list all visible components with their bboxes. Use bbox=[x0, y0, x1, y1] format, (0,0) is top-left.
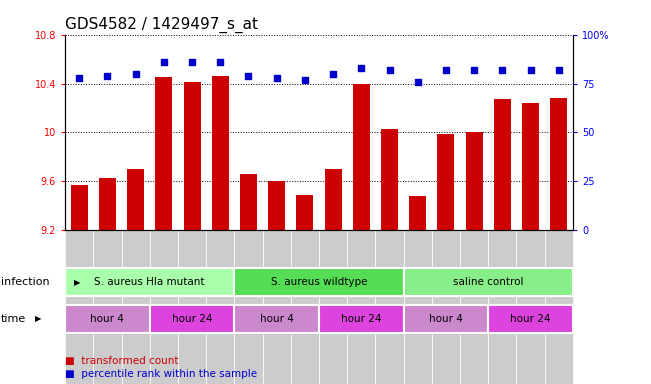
Bar bbox=[376, 230, 404, 384]
Text: hour 4: hour 4 bbox=[260, 314, 294, 324]
Point bbox=[384, 67, 395, 73]
Bar bbox=[376, 230, 404, 384]
Bar bbox=[465, 132, 482, 230]
Text: hour 4: hour 4 bbox=[429, 314, 463, 324]
Point bbox=[497, 67, 508, 73]
Point bbox=[299, 76, 310, 83]
Bar bbox=[460, 230, 488, 384]
Bar bbox=[65, 305, 150, 333]
Bar bbox=[404, 230, 432, 384]
Bar bbox=[262, 230, 291, 384]
Bar bbox=[437, 134, 454, 230]
Point bbox=[187, 59, 197, 65]
Bar bbox=[150, 230, 178, 384]
Bar bbox=[93, 230, 122, 384]
Text: hour 4: hour 4 bbox=[90, 314, 124, 324]
Bar bbox=[494, 99, 511, 230]
Text: hour 24: hour 24 bbox=[510, 314, 551, 324]
Bar bbox=[184, 82, 201, 230]
Bar bbox=[488, 230, 516, 384]
Bar bbox=[234, 305, 319, 333]
Bar bbox=[319, 230, 347, 384]
Bar bbox=[127, 169, 144, 230]
Bar bbox=[268, 182, 285, 230]
Bar bbox=[150, 230, 178, 384]
Point bbox=[356, 65, 367, 71]
Text: S. aureus Hla mutant: S. aureus Hla mutant bbox=[94, 277, 205, 287]
Bar bbox=[404, 230, 432, 384]
Point bbox=[243, 73, 254, 79]
Bar bbox=[122, 230, 150, 384]
Bar bbox=[240, 174, 257, 230]
Bar bbox=[291, 230, 319, 384]
Text: ▶: ▶ bbox=[74, 278, 81, 287]
Bar bbox=[93, 230, 122, 384]
Bar bbox=[178, 230, 206, 384]
Bar bbox=[353, 84, 370, 230]
Bar bbox=[65, 268, 234, 296]
Text: ▶: ▶ bbox=[35, 314, 42, 323]
Text: time: time bbox=[1, 314, 26, 324]
Bar bbox=[71, 185, 88, 230]
Bar bbox=[381, 129, 398, 230]
Text: hour 24: hour 24 bbox=[172, 314, 212, 324]
Bar bbox=[206, 230, 234, 384]
Point bbox=[469, 67, 479, 73]
Bar bbox=[319, 230, 347, 384]
Point bbox=[553, 67, 564, 73]
Bar bbox=[409, 196, 426, 230]
Bar bbox=[65, 230, 93, 384]
Bar bbox=[516, 230, 545, 384]
Text: S. aureus wildtype: S. aureus wildtype bbox=[271, 277, 367, 287]
Bar bbox=[150, 305, 234, 333]
Bar bbox=[325, 169, 342, 230]
Bar bbox=[99, 178, 116, 230]
Bar bbox=[432, 230, 460, 384]
Text: saline control: saline control bbox=[453, 277, 523, 287]
Bar bbox=[522, 103, 539, 230]
Text: infection: infection bbox=[1, 277, 49, 287]
Point bbox=[130, 71, 141, 77]
Point bbox=[441, 67, 451, 73]
Bar bbox=[404, 305, 488, 333]
Bar bbox=[545, 230, 573, 384]
Bar bbox=[488, 305, 573, 333]
Bar bbox=[545, 230, 573, 384]
Text: hour 24: hour 24 bbox=[341, 314, 381, 324]
Bar bbox=[488, 230, 516, 384]
Bar bbox=[319, 305, 404, 333]
Bar bbox=[122, 230, 150, 384]
Point bbox=[102, 73, 113, 79]
Bar bbox=[296, 195, 313, 230]
Bar bbox=[206, 230, 234, 384]
Bar bbox=[156, 78, 173, 230]
Point bbox=[74, 74, 85, 81]
Bar bbox=[234, 230, 262, 384]
Text: ■  percentile rank within the sample: ■ percentile rank within the sample bbox=[65, 369, 257, 379]
Bar bbox=[212, 76, 229, 230]
Text: ■  transformed count: ■ transformed count bbox=[65, 356, 178, 366]
Bar bbox=[516, 230, 545, 384]
Bar bbox=[65, 230, 93, 384]
Point bbox=[159, 59, 169, 65]
Point bbox=[328, 71, 339, 77]
Bar bbox=[347, 230, 376, 384]
Bar bbox=[291, 230, 319, 384]
Bar bbox=[432, 230, 460, 384]
Bar bbox=[262, 230, 291, 384]
Text: GDS4582 / 1429497_s_at: GDS4582 / 1429497_s_at bbox=[65, 17, 258, 33]
Bar bbox=[234, 268, 404, 296]
Bar bbox=[234, 230, 262, 384]
Point bbox=[271, 74, 282, 81]
Bar bbox=[550, 98, 567, 230]
Point bbox=[413, 78, 423, 84]
Point bbox=[215, 59, 225, 65]
Point bbox=[525, 67, 536, 73]
Bar bbox=[347, 230, 376, 384]
Bar bbox=[460, 230, 488, 384]
Bar bbox=[404, 268, 573, 296]
Bar bbox=[178, 230, 206, 384]
